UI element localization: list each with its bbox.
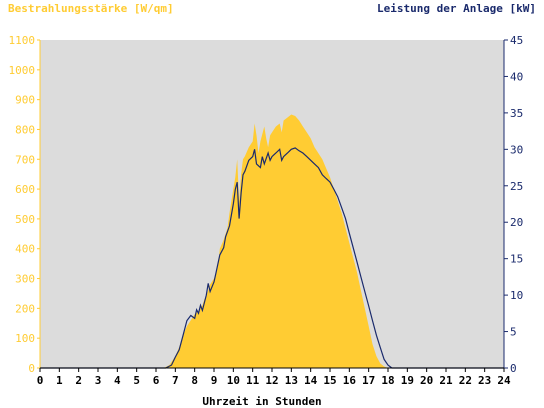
irradiance-area [40, 114, 504, 368]
x-tick-label: 18 [381, 374, 394, 387]
x-tick-label: 9 [211, 374, 218, 387]
x-tick-label: 5 [133, 374, 140, 387]
left-tick-label: 0 [28, 362, 35, 375]
left-tick-label: 900 [15, 94, 35, 107]
x-tick-label: 24 [497, 374, 511, 387]
right-tick-label: 30 [510, 143, 523, 156]
x-tick-label: 0 [37, 374, 44, 387]
left-tick-label: 1100 [9, 34, 36, 47]
x-tick-label: 3 [95, 374, 102, 387]
x-tick-label: 12 [265, 374, 278, 387]
x-tick-label: 20 [420, 374, 433, 387]
x-tick-label: 14 [304, 374, 318, 387]
left-axis-title: Bestrahlungsstärke [W/qm] [8, 2, 174, 15]
right-tick-label: 45 [510, 34, 523, 47]
x-tick-label: 19 [401, 374, 414, 387]
left-tick-label: 600 [15, 183, 35, 196]
x-tick-label: 7 [172, 374, 179, 387]
left-tick-label: 300 [15, 273, 35, 286]
x-tick-label: 21 [439, 374, 453, 387]
right-tick-label: 35 [510, 107, 523, 120]
x-tick-label: 15 [323, 374, 336, 387]
power-line [40, 147, 504, 369]
x-axis-title: Uhrzeit in Stunden [202, 395, 321, 408]
x-tick-label: 23 [478, 374, 491, 387]
right-axis-title: Leistung der Anlage [kW] [377, 2, 536, 15]
x-tick-label: 2 [75, 374, 82, 387]
x-tick-label: 8 [191, 374, 198, 387]
left-tick-label: 1000 [9, 64, 36, 77]
right-tick-label: 0 [510, 362, 517, 375]
x-tick-label: 1 [56, 374, 63, 387]
x-tick-label: 6 [153, 374, 160, 387]
x-tick-label: 11 [246, 374, 260, 387]
x-tick-label: 16 [343, 374, 357, 387]
right-tick-label: 5 [510, 326, 517, 339]
right-tick-label: 10 [510, 289, 523, 302]
left-tick-label: 800 [15, 123, 35, 136]
left-tick-label: 400 [15, 243, 35, 256]
right-tick-label: 25 [510, 180, 523, 193]
left-tick-label: 100 [15, 332, 35, 345]
right-tick-label: 20 [510, 216, 523, 229]
left-tick-label: 200 [15, 302, 35, 315]
x-tick-label: 17 [362, 374, 375, 387]
right-tick-label: 40 [510, 70, 523, 83]
x-tick-label: 10 [227, 374, 240, 387]
right-tick-label: 15 [510, 253, 523, 266]
left-tick-label: 500 [15, 213, 35, 226]
x-tick-label: 13 [285, 374, 298, 387]
x-tick-label: 4 [114, 374, 121, 387]
left-tick-label: 700 [15, 153, 35, 166]
x-tick-label: 22 [459, 374, 472, 387]
